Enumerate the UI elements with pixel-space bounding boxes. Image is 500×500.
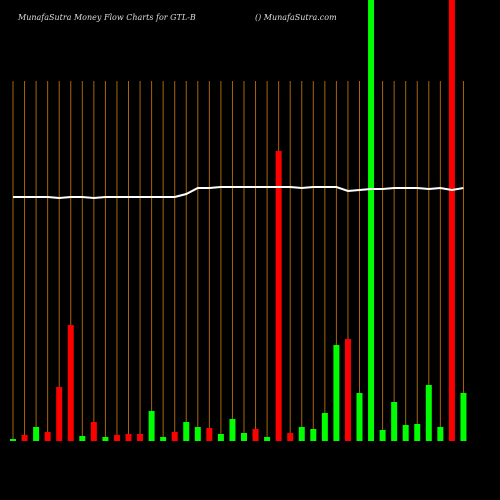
bar: [356, 393, 363, 441]
bar: [310, 429, 317, 441]
bar: [425, 385, 432, 441]
bar: [402, 425, 409, 441]
line: [13, 186, 464, 200]
bar: [137, 434, 144, 441]
bar: [33, 427, 40, 441]
bar: [298, 427, 305, 441]
bar: [44, 432, 51, 441]
bar: [344, 339, 351, 441]
bar: [321, 413, 328, 441]
bar: [437, 427, 444, 441]
bar: [391, 402, 398, 441]
bar: [448, 0, 455, 441]
bar: [67, 325, 74, 441]
bar: [241, 433, 247, 441]
bar: [160, 437, 167, 441]
bar: [333, 345, 340, 441]
bar: [10, 439, 16, 441]
bar: [275, 151, 282, 441]
chart-title: MunafaSutra Money Flow Charts for GTL-B: [17, 13, 196, 22]
bar: [102, 437, 109, 441]
bar: [379, 430, 386, 441]
bar: [217, 434, 224, 441]
bar: [252, 429, 259, 441]
bar: [183, 422, 190, 441]
bar: [414, 424, 421, 441]
bar: [287, 433, 294, 441]
bar: [125, 434, 132, 441]
bar: [171, 432, 178, 441]
bar: [460, 393, 467, 441]
bar: [79, 436, 86, 441]
chart-subtitle: () MunafaSutra.com: [255, 13, 337, 22]
bar: [264, 437, 271, 441]
bar: [148, 411, 155, 441]
bar: [113, 435, 120, 441]
bar: [368, 0, 375, 441]
bar: [229, 419, 236, 441]
bar: [56, 387, 63, 441]
bar: [206, 428, 213, 441]
bar: [21, 435, 28, 441]
bar: [194, 427, 201, 441]
bar: [90, 422, 97, 441]
